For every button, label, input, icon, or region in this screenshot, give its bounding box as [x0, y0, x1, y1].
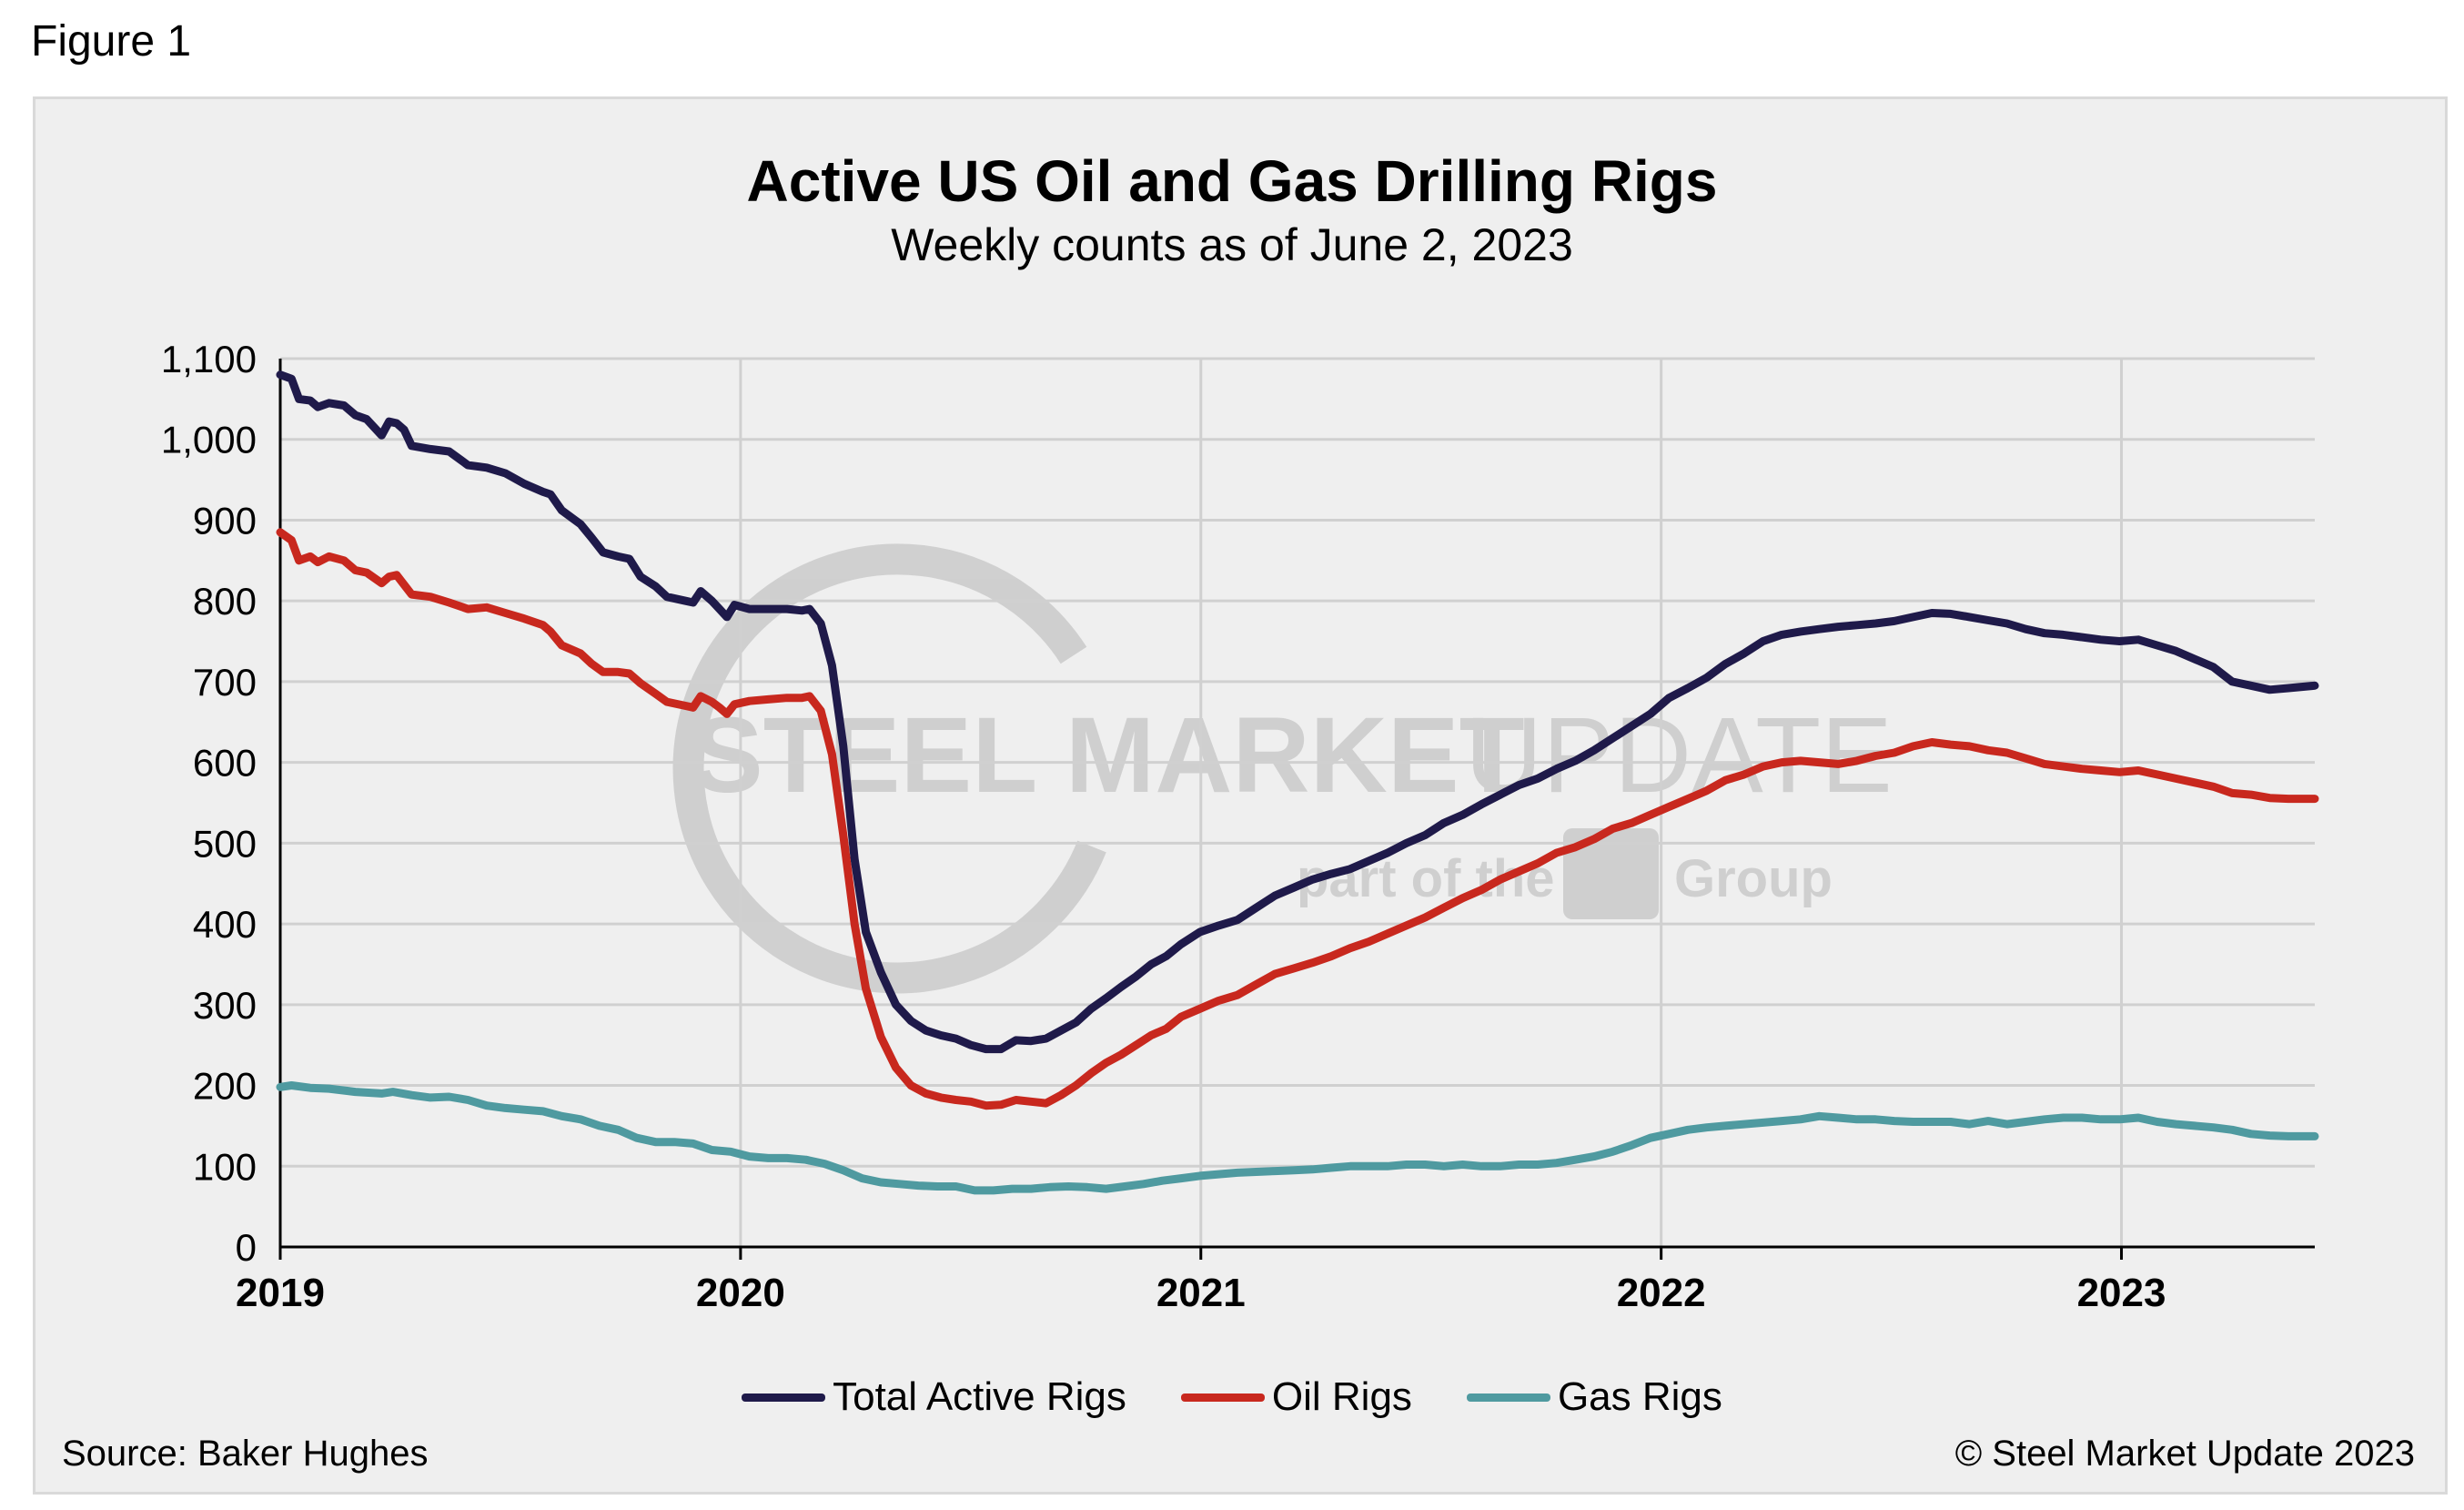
legend-label: Oil Rigs — [1271, 1374, 1412, 1419]
watermark-text-light: UPDATE — [1465, 695, 1893, 816]
x-tick-label: 2019 — [236, 1271, 325, 1315]
x-tick-label: 2022 — [1617, 1271, 1706, 1315]
y-tick-label: 700 — [193, 661, 257, 704]
legend: Total Active Rigs Oil Rigs Gas Rigs — [0, 1374, 2464, 1420]
legend-label: Total Active Rigs — [833, 1374, 1126, 1419]
legend-swatch-icon — [1466, 1393, 1550, 1402]
legend-item: Total Active Rigs — [742, 1374, 1126, 1420]
watermark-logo-icon — [1563, 828, 1659, 919]
series-gas-rigs-line — [276, 1081, 2319, 1195]
legend-item: Oil Rigs — [1180, 1374, 1412, 1420]
y-tick-label: 300 — [193, 984, 257, 1027]
x-tick-label: 2021 — [1156, 1271, 1246, 1315]
y-tick-label: 500 — [193, 822, 257, 865]
watermark-subtext: part of the — [1297, 849, 1555, 908]
watermark-text: STEEL MARKET — [692, 695, 1525, 816]
series-oil-rigs-line — [276, 528, 2319, 1110]
figure-label: Figure 1 — [31, 17, 192, 66]
x-tick-label: 2023 — [2077, 1271, 2166, 1315]
y-tick-label: 1,000 — [161, 419, 257, 461]
y-tick-label: 400 — [193, 903, 257, 946]
y-tick-label: 800 — [193, 580, 257, 623]
y-tick-label: 900 — [193, 499, 257, 542]
y-tick-label: 100 — [193, 1145, 257, 1188]
y-tick-label: 600 — [193, 742, 257, 785]
x-tick-label: 2020 — [696, 1271, 785, 1315]
y-tick-label: 0 — [236, 1226, 257, 1269]
legend-swatch-icon — [742, 1393, 826, 1402]
copyright-note: © Steel Market Update 2023 — [1954, 1434, 2415, 1474]
chart-title: Active US Oil and Gas Drilling Rigs — [746, 148, 1718, 214]
legend-swatch-icon — [1180, 1393, 1265, 1402]
watermark-subtext-end: Group — [1674, 849, 1833, 908]
source-note: Source: Baker Hughes — [62, 1434, 429, 1474]
y-tick-label: 1,100 — [161, 338, 257, 380]
chart-panel — [33, 96, 2448, 1495]
legend-item: Gas Rigs — [1466, 1374, 1722, 1420]
watermark-arc-icon — [672, 543, 1106, 994]
legend-label: Gas Rigs — [1557, 1374, 1722, 1419]
chart-subtitle: Weekly counts as of June 2, 2023 — [891, 219, 1573, 270]
series-total-active-rigs-line — [276, 370, 2319, 1054]
y-tick-label: 200 — [193, 1065, 257, 1108]
